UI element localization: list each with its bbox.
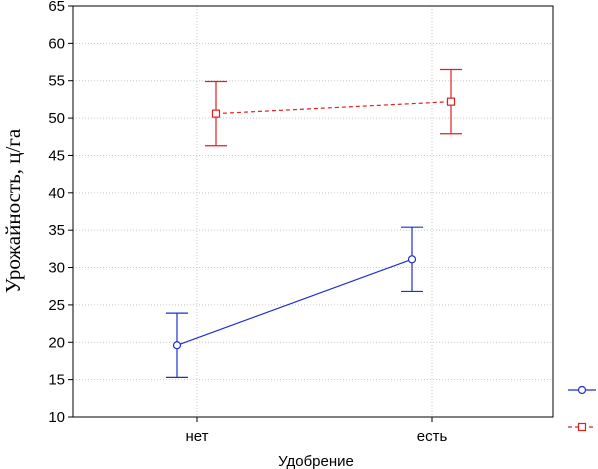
y-tick-label: 25 xyxy=(48,297,65,314)
data-point xyxy=(446,97,456,106)
y-tick-label: 60 xyxy=(48,35,65,52)
y-tick-label: 55 xyxy=(48,73,65,90)
series-2 xyxy=(205,68,462,147)
y-tick-label: 20 xyxy=(48,334,65,351)
series-line xyxy=(215,101,452,115)
y-tick-label: 50 xyxy=(48,110,65,127)
y-tick-label: 10 xyxy=(48,409,65,426)
legend-entry-2 xyxy=(568,422,596,432)
series-1 xyxy=(166,226,423,378)
legend xyxy=(568,385,596,432)
y-tick-label: 45 xyxy=(48,147,65,164)
grid-lines xyxy=(73,6,553,417)
x-tick-label: нет xyxy=(186,428,209,445)
data-point xyxy=(407,255,417,264)
legend-entry-1 xyxy=(568,385,596,395)
data-point xyxy=(172,341,182,350)
series-layer xyxy=(166,68,462,378)
legend-marker xyxy=(577,422,587,432)
y-axis: 10 15 20 25 30 35 40 45 50 55 60 65 xyxy=(48,0,73,426)
series-line xyxy=(176,258,413,346)
x-tick-label: есть xyxy=(417,428,448,445)
legend-marker xyxy=(577,385,587,395)
y-axis-label: Урожайность, ц/га xyxy=(1,128,25,293)
y-tick-label: 35 xyxy=(48,222,65,239)
data-point xyxy=(211,109,221,118)
plot-area-frame xyxy=(72,5,554,418)
y-tick-label: 65 xyxy=(48,0,65,15)
y-tick-label: 40 xyxy=(48,185,65,202)
y-tick-label: 30 xyxy=(48,260,65,277)
y-tick-label: 15 xyxy=(48,372,65,389)
x-axis: нет есть xyxy=(186,417,448,445)
x-axis-label: Удобрение xyxy=(278,453,354,469)
